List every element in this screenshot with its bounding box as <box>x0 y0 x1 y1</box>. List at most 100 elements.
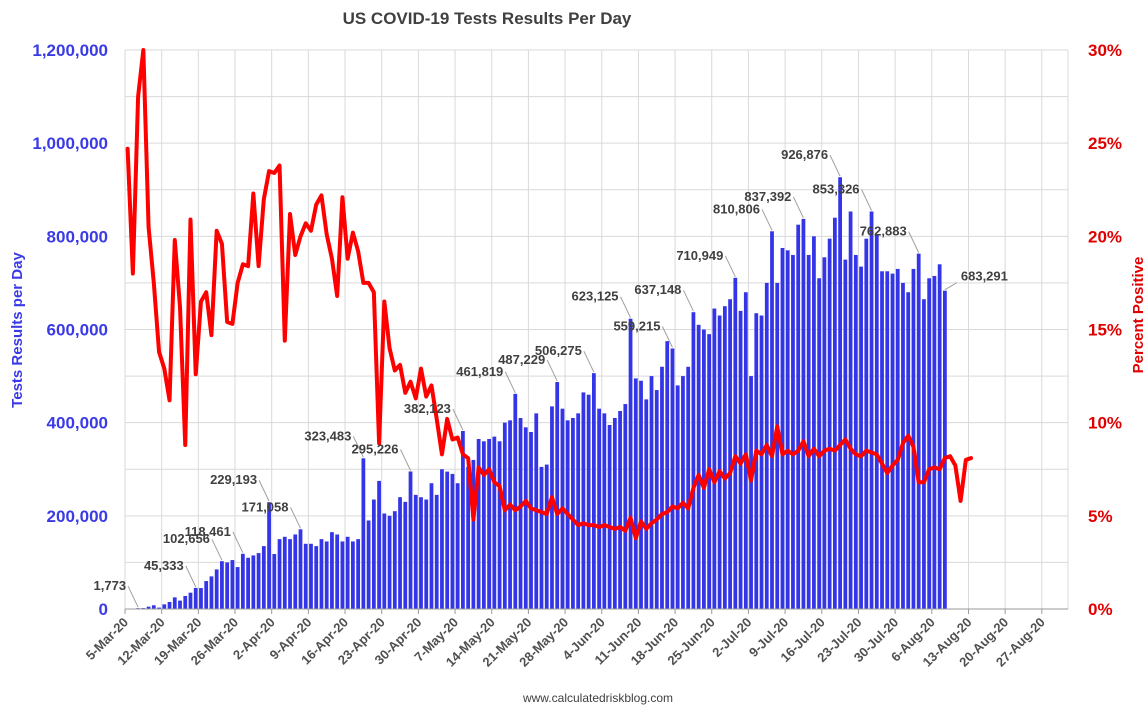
bar <box>932 275 937 609</box>
bar <box>838 177 842 609</box>
bar <box>539 466 544 609</box>
bar <box>869 211 874 609</box>
bar <box>943 290 947 609</box>
annotation-leader <box>861 189 872 211</box>
annotation-label: 637,148 <box>634 282 681 297</box>
bar <box>455 483 460 609</box>
bar <box>272 554 277 609</box>
bar <box>387 515 392 609</box>
annotation-leader <box>290 507 301 529</box>
annotation-label: 837,392 <box>744 189 791 204</box>
bar <box>550 406 554 609</box>
annotation-leader <box>185 565 197 588</box>
bar <box>597 408 602 609</box>
annotation-label: 382,123 <box>404 401 451 416</box>
y-tick-label: 200,000 <box>47 507 108 526</box>
bar <box>780 247 785 609</box>
y2-tick-label: 25% <box>1088 134 1122 153</box>
bar <box>880 271 884 609</box>
bar <box>340 541 345 609</box>
bar <box>702 329 706 609</box>
bar <box>162 604 167 609</box>
bar <box>335 534 340 609</box>
bar <box>796 224 801 609</box>
bar <box>476 438 481 609</box>
annotation-label: 102,656 <box>163 531 210 546</box>
bar <box>282 536 287 609</box>
bar <box>618 411 622 609</box>
bar <box>303 543 308 609</box>
bar <box>398 497 402 609</box>
annotation-leader <box>662 326 673 348</box>
bar <box>151 605 156 609</box>
annotation-label: 45,333 <box>144 558 184 573</box>
bar <box>686 366 691 609</box>
bar <box>812 236 816 610</box>
bar <box>696 324 701 609</box>
y-tick-label: 400,000 <box>47 414 108 433</box>
y-tick-label: 1,200,000 <box>32 41 108 60</box>
annotation-leader <box>452 408 464 431</box>
bar <box>832 217 837 609</box>
bar <box>403 501 408 609</box>
bar <box>356 539 361 609</box>
bar <box>371 499 376 609</box>
bar <box>728 299 732 609</box>
bar <box>508 420 512 609</box>
bar <box>649 376 654 609</box>
annotation-label: 683,291 <box>961 269 1008 284</box>
bar <box>345 536 350 609</box>
bar <box>843 259 848 609</box>
bar <box>581 392 586 609</box>
bar <box>864 238 869 609</box>
bar <box>927 278 932 609</box>
bar <box>639 380 643 609</box>
bar <box>204 581 209 609</box>
bar <box>827 238 832 609</box>
annotation-label: 559,215 <box>613 318 660 333</box>
bar <box>314 546 319 609</box>
bar <box>733 277 738 609</box>
bar <box>607 424 612 609</box>
bar <box>267 502 271 609</box>
bar <box>188 592 193 609</box>
y2-tick-label: 30% <box>1088 41 1122 60</box>
bar <box>497 441 502 609</box>
bar <box>351 541 355 609</box>
annotation-leader <box>620 296 632 318</box>
bar <box>654 390 659 609</box>
annotation-label: 762,883 <box>860 224 907 239</box>
bar <box>633 378 638 609</box>
annotation-label: 810,806 <box>713 201 760 216</box>
bar <box>602 413 607 609</box>
bar <box>785 250 790 609</box>
y2-axis-label: Percent Positive <box>1130 257 1147 374</box>
bar <box>277 539 282 609</box>
bar <box>178 600 182 609</box>
annotation-leader <box>258 480 270 502</box>
bar <box>660 366 664 609</box>
bar <box>775 282 780 609</box>
y-axis-label: Tests Results per Day <box>9 252 26 408</box>
bar <box>670 348 675 609</box>
annotation-label: 853,326 <box>813 181 860 196</box>
annotation-leader <box>908 231 920 253</box>
bar <box>586 394 591 609</box>
bar <box>806 254 811 609</box>
bar <box>623 404 628 609</box>
bar <box>424 499 429 609</box>
x-tick-label: 2-Jul-20 <box>709 615 754 660</box>
bar <box>413 494 418 609</box>
bar <box>518 418 523 609</box>
bar <box>392 511 397 609</box>
annotation-label: 710,949 <box>676 248 723 263</box>
bar <box>487 438 491 609</box>
bar <box>822 257 827 609</box>
bar <box>502 422 507 609</box>
bar <box>146 606 151 609</box>
annotation-leader <box>829 155 841 177</box>
bar <box>319 539 324 609</box>
bar <box>429 483 434 609</box>
bar <box>717 315 722 609</box>
bar <box>408 471 413 609</box>
